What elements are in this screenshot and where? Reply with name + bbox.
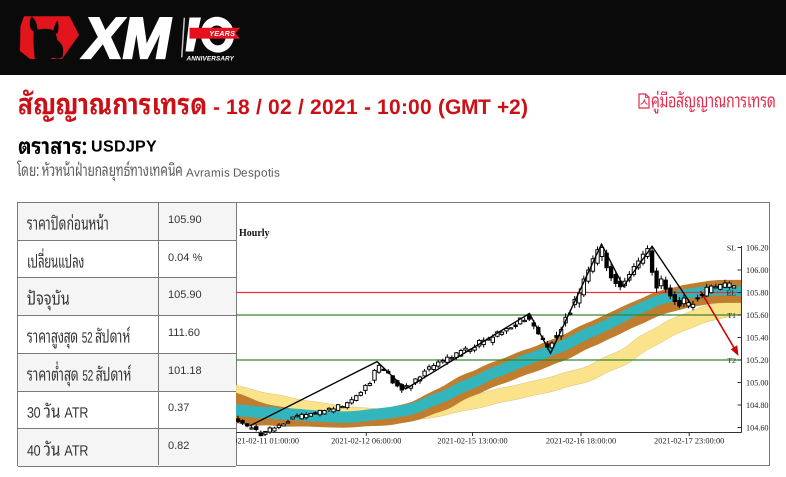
svg-text:Hourly: Hourly bbox=[239, 228, 270, 239]
svg-text:SL: SL bbox=[727, 243, 736, 252]
svg-text:2021-02-15 13:00:00: 2021-02-15 13:00:00 bbox=[437, 437, 507, 446]
svg-text:ANNIVERSARY: ANNIVERSARY bbox=[186, 55, 235, 62]
svg-text:2021-02-16 18:00:00: 2021-02-16 18:00:00 bbox=[546, 437, 616, 446]
svg-text:EL: EL bbox=[726, 288, 736, 297]
svg-text:106.20: 106.20 bbox=[746, 244, 769, 253]
svg-text:T1: T1 bbox=[727, 311, 736, 320]
svg-text:104.60: 104.60 bbox=[746, 424, 769, 433]
svg-text:104.80: 104.80 bbox=[746, 401, 769, 410]
svg-text:2021-02-17 23:00:00: 2021-02-17 23:00:00 bbox=[654, 437, 724, 446]
svg-text:XM: XM bbox=[79, 8, 177, 71]
svg-text:2021-02-12 06:00:00: 2021-02-12 06:00:00 bbox=[331, 437, 401, 446]
svg-text:105.20: 105.20 bbox=[746, 356, 769, 365]
svg-text:105.00: 105.00 bbox=[746, 379, 769, 388]
svg-text:106.00: 106.00 bbox=[746, 266, 769, 275]
svg-text:YEARS: YEARS bbox=[209, 29, 235, 38]
svg-text:2021-02-11 01:00:00: 2021-02-11 01:00:00 bbox=[236, 437, 299, 446]
svg-text:105.60: 105.60 bbox=[746, 311, 769, 320]
svg-text:105.80: 105.80 bbox=[746, 289, 769, 298]
svg-text:T2: T2 bbox=[727, 356, 736, 365]
svg-text:105.40: 105.40 bbox=[746, 334, 769, 343]
